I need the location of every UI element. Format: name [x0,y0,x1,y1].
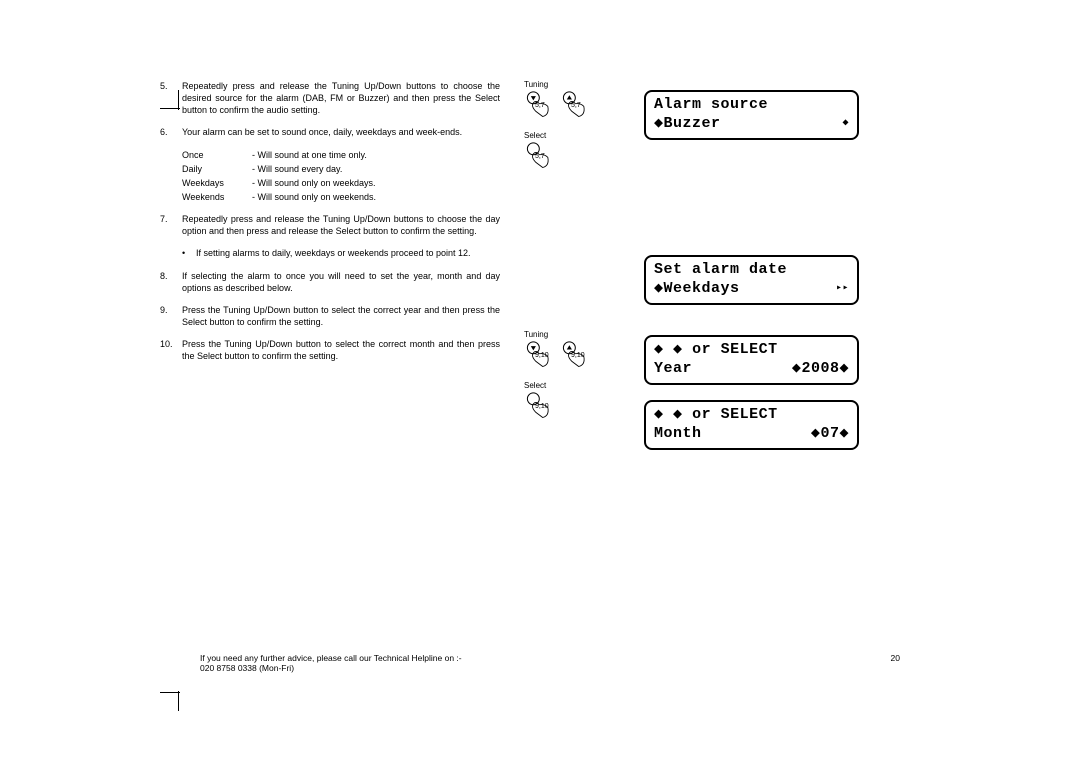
select-label: Select [524,381,594,390]
step-text: Press the Tuning Up/Down button to selec… [182,304,500,328]
step-8: 8. If selecting the alarm to once you wi… [160,270,500,294]
step-5: 5. Repeatedly press and release the Tuni… [160,80,500,116]
step-number: 7. [160,213,182,237]
lcd-line1: ◆ ◆ or SELECT [654,341,849,360]
lcd-select-month: ◆ ◆ or SELECT Month ◆07◆ [644,400,859,450]
hand-up-icon: 5,7 [560,91,594,125]
button-ref: 5,7 [571,102,581,109]
lcd-select-year: ◆ ◆ or SELECT Year ◆2008◆ [644,335,859,385]
hand-down-icon: 9,10 [524,341,558,375]
page-footer: If you need any further advice, please c… [200,653,900,673]
option-desc: - Will sound every day. [252,163,500,175]
step-number: 10. [160,338,182,362]
button-diagram-tuning-select-910: Tuning 9,10 9,10 Select 9,10 [524,330,594,428]
hand-up-icon: 9,10 [560,341,594,375]
step-number: 5. [160,80,182,116]
crop-mark [178,691,179,711]
lcd-line1: Alarm source [654,96,849,115]
lcd-line2-left: Month [654,425,702,444]
illustration-column: Tuning 5,7 5,7 Select 5,7 [524,80,884,372]
step-number: 8. [160,270,182,294]
button-ref: 9,10 [571,352,585,359]
lcd-line1: ◆ ◆ or SELECT [654,406,849,425]
bullet-icon: • [182,247,196,259]
step-text: Repeatedly press and release the Tuning … [182,213,500,237]
select-label: Select [524,131,594,140]
step-number: 6. [160,126,182,138]
step-text: Your alarm can be set to sound once, dai… [182,126,500,138]
lcd-line2-left: ◆Buzzer [654,115,721,134]
option-label: Daily [182,163,252,175]
button-diagram-tuning-select-57: Tuning 5,7 5,7 Select 5,7 [524,80,594,178]
hand-select-icon: 9,10 [524,392,558,426]
note-text: If setting alarms to daily, weekdays or … [196,247,500,259]
step-6: 6. Your alarm can be set to sound once, … [160,126,500,138]
step-10: 10. Press the Tuning Up/Down button to s… [160,338,500,362]
helpline-number: 020 8758 0338 (Mon-Fri) [200,663,900,673]
step-9: 9. Press the Tuning Up/Down button to se… [160,304,500,328]
lcd-alarm-source: Alarm source ◆Buzzer ◆ [644,90,859,140]
lcd-line2-left: ◆Weekdays [654,280,740,299]
step-7-note: • If setting alarms to daily, weekdays o… [182,247,500,259]
option-desc: - Will sound at one time only. [252,149,500,161]
instructions-column: 5. Repeatedly press and release the Tuni… [160,80,500,372]
lcd-line2-right: ◆2008◆ [792,360,849,379]
option-label: Weekends [182,191,252,203]
lcd-set-alarm-date: Set alarm date ◆Weekdays ▸▸ [644,255,859,305]
page-number: 20 [891,653,900,663]
lcd-line1: Set alarm date [654,261,849,280]
crop-mark [160,692,180,693]
options-list: Once- Will sound at one time only. Daily… [182,149,500,204]
hand-down-icon: 5,7 [524,91,558,125]
step-number: 9. [160,304,182,328]
step-text: If selecting the alarm to once you will … [182,270,500,294]
helpline-text: If you need any further advice, please c… [200,653,900,663]
lcd-line2-right: ▸▸ [836,283,849,296]
step-text: Repeatedly press and release the Tuning … [182,80,500,116]
tuning-label: Tuning [524,80,594,89]
manual-page: 5. Repeatedly press and release the Tuni… [160,80,920,680]
button-ref: 5,7 [535,102,545,109]
lcd-line2-left: Year [654,360,692,379]
hand-select-icon: 5,7 [524,142,558,176]
option-label: Weekdays [182,177,252,189]
lcd-line2-right: ◆07◆ [811,425,849,444]
tuning-label: Tuning [524,330,594,339]
option-desc: - Will sound only on weekends. [252,191,500,203]
button-ref: 9,10 [535,352,549,359]
step-7: 7. Repeatedly press and release the Tuni… [160,213,500,237]
step-text: Press the Tuning Up/Down button to selec… [182,338,500,362]
button-ref: 5,7 [535,153,545,160]
option-desc: - Will sound only on weekdays. [252,177,500,189]
lcd-line2-right: ◆ [842,119,849,129]
option-label: Once [182,149,252,161]
button-ref: 9,10 [535,403,549,410]
